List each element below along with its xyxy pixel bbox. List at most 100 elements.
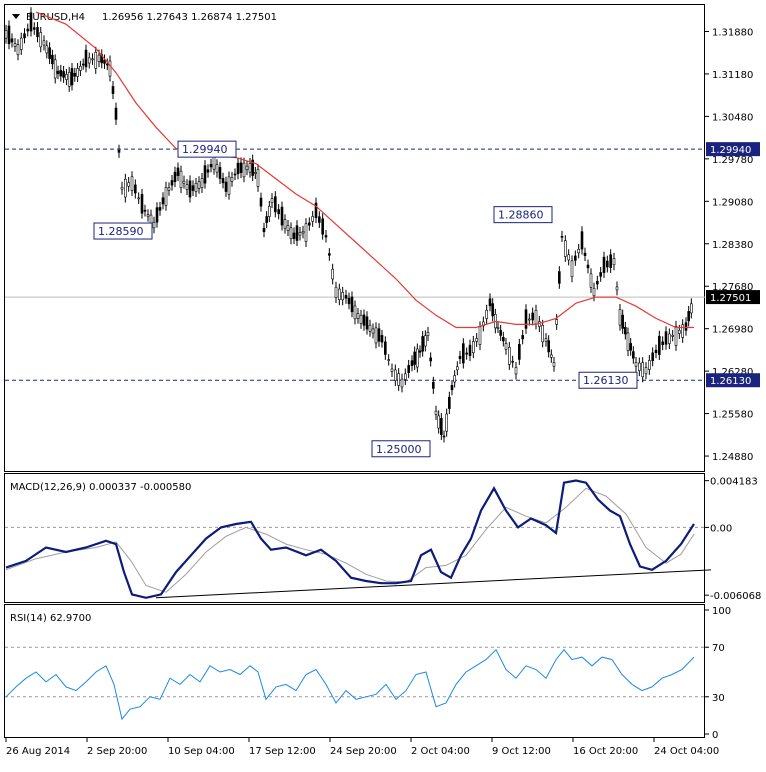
candle-body <box>380 335 384 343</box>
candle-body <box>365 316 369 330</box>
candle-body <box>81 63 85 66</box>
level-tag-label-1: 1.26130 <box>710 376 751 387</box>
candle-body <box>478 326 482 345</box>
candle-body <box>550 354 553 358</box>
candle-body <box>176 167 180 176</box>
candle-body <box>544 338 548 342</box>
candle-body <box>23 33 26 39</box>
candle-body <box>331 268 334 280</box>
candle-body <box>602 256 606 273</box>
candle-body <box>334 286 338 298</box>
candle-body <box>67 71 71 87</box>
price-ytick-label-1: 1.31180 <box>712 70 753 81</box>
candle-body <box>134 184 137 194</box>
candle-body <box>534 309 538 325</box>
price-ytick-label-3: 1.29780 <box>712 155 753 166</box>
dropdown-triangle-icon[interactable] <box>12 14 20 19</box>
candle-body <box>173 171 177 182</box>
candle-body <box>304 223 308 242</box>
candle-body <box>407 365 410 373</box>
rsi-panel[interactable] <box>4 604 705 738</box>
price-ytick-label-0: 1.31880 <box>712 27 753 38</box>
candle-body <box>541 325 544 343</box>
candle-body <box>114 107 118 120</box>
candle-body <box>167 187 171 191</box>
candle-body <box>236 162 240 175</box>
candle-body <box>265 216 268 223</box>
candle-body <box>338 288 341 301</box>
macd-ytick-label-2: -0.006068 <box>710 591 761 602</box>
price-ytick-label-7: 1.26980 <box>712 325 753 336</box>
macd-panel[interactable] <box>4 473 705 603</box>
candle-body <box>450 385 454 391</box>
candle-body <box>347 297 351 305</box>
price-ytick-label-6: 1.27680 <box>712 282 753 293</box>
candle-body <box>103 59 106 64</box>
candle-body <box>280 206 284 226</box>
candle-body <box>318 216 321 223</box>
candle-body <box>678 330 681 334</box>
candle-body <box>188 180 192 198</box>
price-annotation-label-4: 1.25000 <box>376 443 422 456</box>
price-panel[interactable] <box>4 4 705 472</box>
candle-body <box>511 360 514 363</box>
candle-body <box>488 298 492 307</box>
candle-body <box>394 369 397 381</box>
level-tag-box-1 <box>706 373 760 388</box>
candle-body <box>341 292 344 301</box>
macd-main-line <box>5 479 695 599</box>
candle-body <box>51 54 54 65</box>
candle-body <box>491 303 494 317</box>
candle-body <box>97 54 101 62</box>
candle-body <box>270 198 274 203</box>
candle-body <box>448 396 451 409</box>
candle-body <box>416 348 419 368</box>
candle-body <box>596 280 599 285</box>
candle-body <box>624 327 627 335</box>
candle-body <box>286 225 290 231</box>
candle-body <box>426 332 430 336</box>
candle-body <box>203 165 207 184</box>
candle-body <box>687 311 690 322</box>
price-annotation-box-4 <box>371 440 431 458</box>
candle-body <box>29 12 33 32</box>
candle-body <box>143 209 147 212</box>
candle-body <box>589 273 593 288</box>
rsi-ytick-label-2: 30 <box>712 693 725 704</box>
candle-body <box>648 360 651 370</box>
candle-body <box>224 181 228 192</box>
candle-body <box>56 70 60 74</box>
candle-body <box>359 315 363 324</box>
candle-body <box>73 73 77 77</box>
candle-body <box>227 176 231 195</box>
candle-body <box>94 51 98 69</box>
price-annotation-label-0: 1.29940 <box>182 143 228 156</box>
x-tick-label-7: 16 Oct 20:00 <box>573 746 638 757</box>
price-annotation-label-1: 1.28590 <box>98 225 144 238</box>
rsi-line <box>5 648 695 721</box>
x-tick-label-1: 2 Sep 20:00 <box>87 746 147 757</box>
candle-body <box>371 328 375 334</box>
price-ytick-label-2: 1.30480 <box>712 112 753 123</box>
candle-body <box>664 331 668 345</box>
candle-body <box>259 197 263 207</box>
price-ytick-label-8: 1.26280 <box>712 367 753 378</box>
candle-body <box>91 58 94 61</box>
candle-body <box>641 362 644 378</box>
macd-series-layer <box>5 479 712 599</box>
candle-body <box>108 60 112 77</box>
candle-body <box>356 313 360 319</box>
candle-body <box>654 349 658 353</box>
candle-body <box>508 347 511 365</box>
candle-body <box>390 368 394 372</box>
candle-body <box>344 294 348 299</box>
candle-body <box>19 37 23 50</box>
candle-body <box>130 176 134 191</box>
x-tick-label-8: 24 Oct 04:00 <box>654 746 719 757</box>
candle-body <box>215 164 219 173</box>
candle-body <box>84 49 88 68</box>
candle-body <box>504 343 508 350</box>
x-tick-label-0: 26 Aug 2014 <box>6 746 70 757</box>
